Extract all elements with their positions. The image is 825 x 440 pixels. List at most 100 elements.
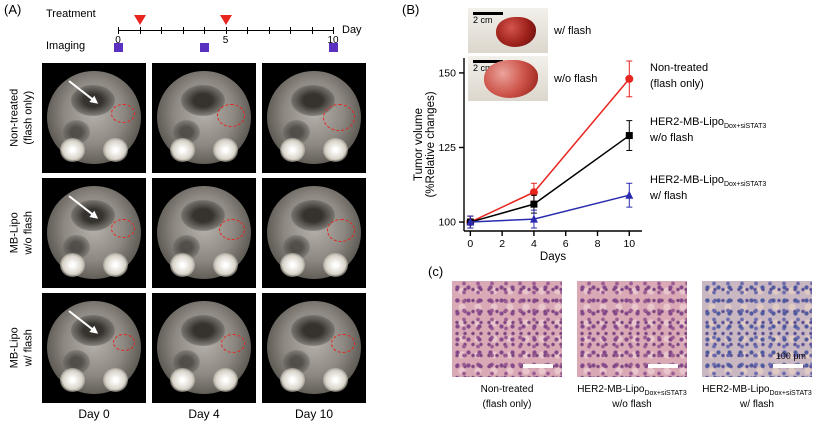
- tumor-roi-outline: [322, 103, 355, 131]
- mri-dark-region: [181, 200, 225, 231]
- tumor-specimen-with-flash: [496, 17, 536, 47]
- svg-text:150: 150: [438, 67, 456, 79]
- row-label-mb-lipo-wo-flash: MB-Lipo w/o flash: [8, 211, 34, 255]
- photo-row-without-flash: 2 cm w/o flash: [468, 56, 597, 101]
- tumor-photos-inset: 2 cm w/ flash 2 cm w/o flash: [468, 8, 597, 104]
- timeline-tick-day0: [118, 27, 120, 34]
- photo-label-with-flash: w/ flash: [554, 24, 592, 37]
- mri-bright-region: [169, 137, 195, 162]
- day-axis-label: Day: [342, 24, 362, 36]
- timeline-tick-day7: [268, 27, 270, 34]
- svg-text:Tumor volume: Tumor volume: [413, 108, 425, 181]
- treatment-marker-icon-day5: [219, 15, 232, 25]
- histology-caption-non-treated: Non-treated (flash only): [480, 384, 534, 411]
- mri-bright-region: [323, 367, 349, 392]
- mri-bright-region: [279, 252, 305, 277]
- tumor-roi-outline: [110, 218, 135, 238]
- mri-image-row1-col0: [42, 178, 146, 288]
- timeline-tick-day2: [161, 27, 163, 34]
- timeline-tick-day8: [290, 27, 292, 34]
- imaging-marker-icon-day4: [199, 43, 209, 52]
- timeline-tick-label-5: 5: [222, 35, 229, 46]
- tumor-photo-with-flash: 2 cm: [468, 8, 548, 53]
- timeline-tick-day5: [225, 27, 227, 34]
- panel-b-label: (B): [402, 2, 420, 17]
- mri-bright-region: [169, 252, 195, 277]
- tumor-roi-outline: [112, 333, 135, 351]
- panel-c-label: (c): [428, 264, 444, 279]
- svg-text:100: 100: [438, 217, 456, 229]
- tumor-roi-outline: [330, 333, 355, 353]
- histology-scalebar: [523, 364, 553, 368]
- photo-scalebar-text: 2 cm: [473, 63, 493, 73]
- mri-image-row2-col1: [152, 293, 256, 403]
- row-label-mb-lipo-w-flash: MB-Lipo w/ flash: [8, 327, 34, 369]
- photo-scalebar: [473, 12, 503, 15]
- imaging-marker-icon-day0: [113, 43, 123, 52]
- timeline-markers: 0 5 10: [0, 0, 400, 60]
- mri-dark-region: [181, 315, 225, 346]
- photo-row-with-flash: 2 cm w/ flash: [468, 8, 597, 53]
- histology-scalebar: [648, 364, 678, 368]
- svg-text:0: 0: [467, 238, 473, 250]
- svg-text:6: 6: [563, 238, 569, 250]
- svg-text:2: 2: [499, 238, 505, 250]
- legend-her2-w-flash: HER2-MB-LipoDox+siSTAT3 w/ flash: [650, 174, 767, 202]
- histology-scalebar: [773, 364, 803, 368]
- histology-non-treated: [452, 281, 562, 377]
- svg-text:8: 8: [595, 238, 601, 250]
- tumor-roi-outline: [220, 333, 245, 353]
- histology-caption-w-flash: HER2-MB-LipoDox+siSTAT3 w/ flash: [702, 384, 812, 411]
- mri-bright-region: [323, 137, 349, 162]
- treatment-marker-icon-day1: [133, 15, 146, 25]
- mri-bright-region: [279, 137, 305, 162]
- mri-image-row0-col1: [152, 63, 256, 173]
- mri-image-row0-col2: [262, 63, 366, 173]
- imaging-label: Imaging: [46, 40, 86, 52]
- mri-bright-region: [103, 137, 129, 162]
- timeline-tick-day3: [182, 27, 184, 34]
- treatment-label: Treatment: [46, 8, 96, 20]
- mri-image-grid: [42, 63, 366, 403]
- timeline-tick-day1: [139, 27, 141, 34]
- histology-caption-wo-flash: HER2-MB-LipoDox+siSTAT3 w/o flash: [577, 384, 687, 411]
- imaging-marker-icon-day10: [328, 43, 338, 52]
- svg-text:Days: Days: [540, 251, 566, 263]
- row-label-non-treated: Non-treated (flash only): [8, 88, 34, 147]
- column-label-day4: Day 4: [188, 407, 220, 421]
- mri-bright-region: [59, 367, 85, 392]
- tumor-roi-outline: [216, 103, 245, 127]
- tumor-roi-outline: [326, 218, 355, 242]
- mri-image-row2-col0: [42, 293, 146, 403]
- mri-dark-region: [291, 315, 335, 346]
- column-label-day0: Day 0: [78, 407, 110, 421]
- svg-text:125: 125: [438, 142, 456, 154]
- photo-scalebar-text: 2 cm: [473, 15, 493, 25]
- histology-w-flash: 100 μm: [702, 281, 812, 377]
- histology-wo-flash: [577, 281, 687, 377]
- svg-text:4: 4: [531, 238, 537, 250]
- mri-bright-region: [103, 252, 129, 277]
- tumor-photo-without-flash: 2 cm: [468, 56, 548, 101]
- mri-bright-region: [323, 252, 349, 277]
- tumor-specimen-without-flash: [484, 60, 538, 98]
- timeline-tick-label-0: 0: [115, 35, 121, 46]
- photo-scalebar: [473, 60, 503, 63]
- timeline-tick-day4: [204, 27, 206, 34]
- mri-image-row0-col0: [42, 63, 146, 173]
- timeline-tick-day9: [311, 27, 313, 34]
- mri-bright-region: [59, 252, 85, 277]
- legend-her2-wo-flash: HER2-MB-LipoDox+siSTAT3 w/o flash: [650, 116, 767, 144]
- column-label-day10: Day 10: [294, 407, 334, 421]
- photo-label-without-flash: w/o flash: [554, 72, 598, 85]
- mri-image-row1-col2: [262, 178, 366, 288]
- mri-bright-region: [103, 367, 129, 392]
- treatment-imaging-timeline: Treatment Day Imaging 0 5 10: [0, 0, 400, 60]
- mri-bright-region: [213, 252, 239, 277]
- tumor-roi-outline: [110, 103, 135, 123]
- mri-bright-region: [169, 367, 195, 392]
- mri-bright-region: [59, 137, 85, 162]
- svg-text:(%Relative changes): (%Relative changes): [425, 91, 437, 197]
- panel-a-label: (A): [4, 2, 22, 17]
